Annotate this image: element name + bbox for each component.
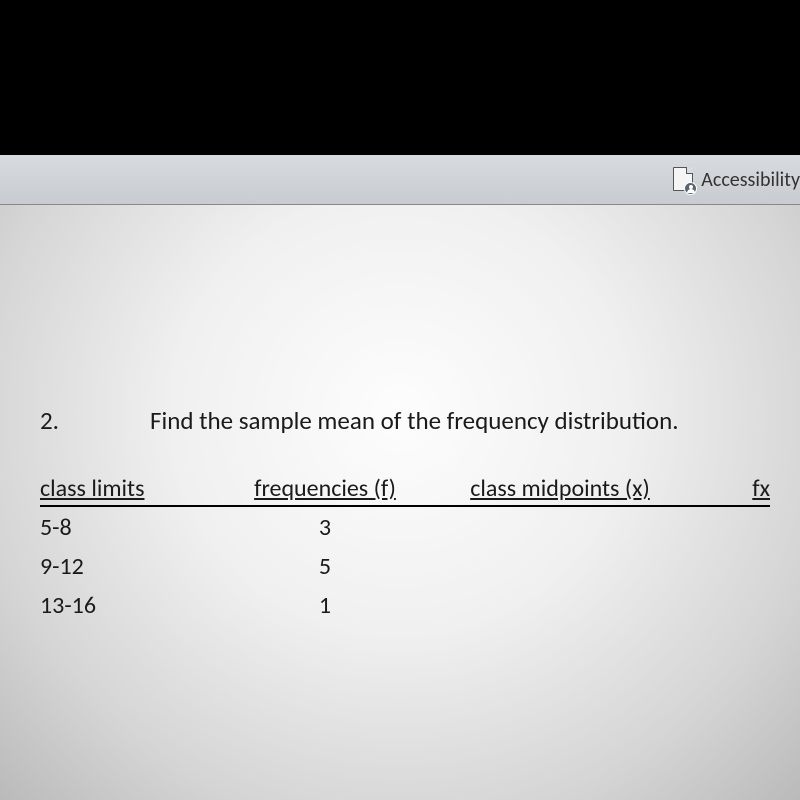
accessibility-icon <box>673 167 695 193</box>
accessibility-label: Accessibility <box>701 168 800 192</box>
header-frequencies: frequencies (f) <box>220 474 430 503</box>
cell-frequency: 1 <box>220 591 430 620</box>
table-row: 5-8 3 <box>40 507 770 546</box>
frequency-table: class limits frequencies (f) class midpo… <box>40 474 770 624</box>
cell-midpoint <box>430 513 690 542</box>
question-number: 2. <box>40 405 150 436</box>
cell-limits: 9-12 <box>40 552 220 581</box>
table-row: 9-12 5 <box>40 546 770 585</box>
table-header-row: class limits frequencies (f) class midpo… <box>40 474 770 507</box>
cell-limits: 13-16 <box>40 591 220 620</box>
question-text: Find the sample mean of the frequency di… <box>150 405 679 436</box>
cell-midpoint <box>430 591 690 620</box>
cell-frequency: 3 <box>220 513 430 542</box>
cell-fx <box>690 513 770 542</box>
header-fx: fx <box>690 474 770 503</box>
cell-midpoint <box>430 552 690 581</box>
cell-fx <box>690 591 770 620</box>
question-row: 2. Find the sample mean of the frequency… <box>40 405 770 436</box>
toolbar: Accessibility <box>0 155 800 205</box>
cell-frequency: 5 <box>220 552 430 581</box>
header-class-limits: class limits <box>40 474 220 503</box>
cell-fx <box>690 552 770 581</box>
table-row: 13-16 1 <box>40 585 770 624</box>
document-area: 2. Find the sample mean of the frequency… <box>0 205 800 800</box>
cell-limits: 5-8 <box>40 513 220 542</box>
header-midpoints: class midpoints (x) <box>430 474 690 503</box>
accessibility-button[interactable]: Accessibility <box>665 163 800 197</box>
top-black-bar <box>0 0 800 155</box>
